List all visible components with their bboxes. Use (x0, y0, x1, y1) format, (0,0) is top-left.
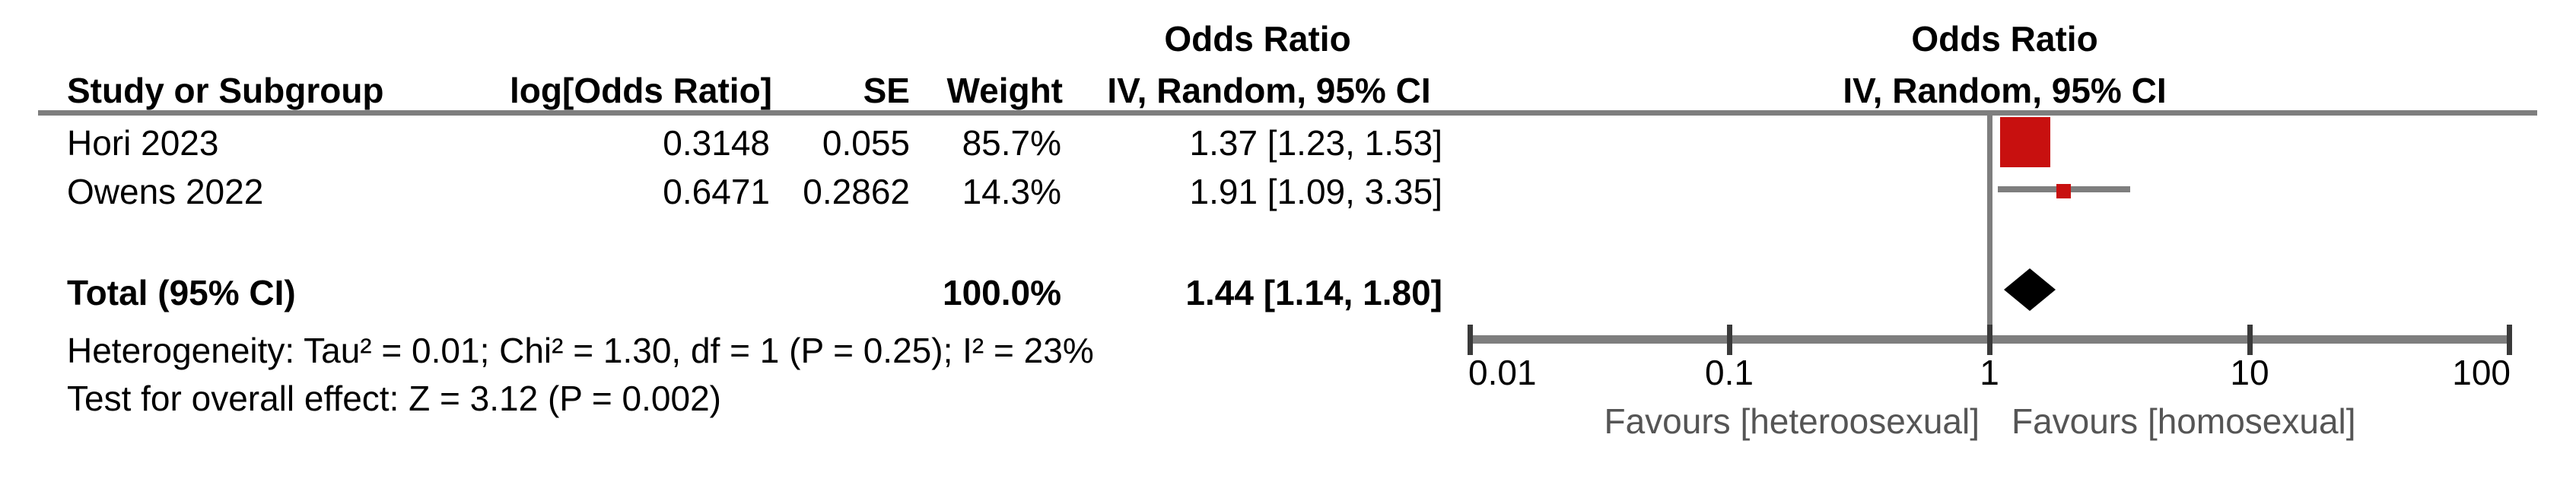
header-underline (38, 110, 2537, 116)
total-estimate-ci-text: 1.44 [1.14, 1.80] (1185, 273, 1442, 312)
total-label: Total (95% CI) (67, 273, 296, 312)
heterogeneity-stats: Heterogeneity: Tau² = 0.01; Chi² = 1.30,… (67, 331, 1094, 370)
axis-tick-label: 0.1 (1705, 353, 1754, 392)
overall-effect-test: Test for overall effect: Z = 3.12 (P = 0… (67, 379, 721, 418)
axis-tick-10 (2247, 325, 2253, 355)
weight-value: 14.3% (962, 172, 1061, 211)
column-header-study: Study or Subgroup (67, 71, 384, 110)
study-name: Hori 2023 (67, 123, 219, 163)
column-header-weight: Weight (946, 71, 1063, 110)
axis-tick-label: 1 (1980, 353, 1999, 392)
axis-tick-label: 0.01 (1468, 353, 1537, 392)
total-weight: 100.0% (942, 273, 1061, 312)
summary-diamond (2004, 268, 2056, 311)
log-odds-ratio-value: 0.3148 (663, 123, 770, 163)
favours-right-label: Favours [homosexual] (2012, 401, 2356, 441)
weight-value: 85.7% (962, 123, 1061, 163)
axis-tick-label: 100 (2452, 353, 2511, 392)
column-header-ci-plot: IV, Random, 95% CI (1843, 71, 2167, 110)
axis-tick-0-1 (1727, 325, 1732, 355)
study-weight-square-owens-2022 (2056, 184, 2071, 198)
study-name: Owens 2022 (67, 172, 264, 211)
effect-title-plot-column: Odds Ratio (1911, 19, 2098, 59)
effect-title-text-column: Odds Ratio (1164, 19, 1351, 59)
axis-tick-100 (2507, 325, 2512, 355)
estimate-ci-text: 1.37 [1.23, 1.53] (1189, 123, 1443, 163)
null-effect-line (1987, 114, 1992, 344)
axis-tick-0-01 (1468, 325, 1473, 355)
se-value: 0.2862 (803, 172, 910, 211)
column-header-log-odds-ratio: log[Odds Ratio] (510, 71, 772, 110)
axis-tick-label: 10 (2230, 353, 2269, 392)
log-odds-ratio-value: 0.6471 (663, 172, 770, 211)
column-header-ci-text: IV, Random, 95% CI (1107, 71, 1431, 110)
favours-left-label: Favours [heteroosexual] (1604, 401, 1980, 441)
axis-tick-1 (1987, 325, 1992, 355)
study-weight-square-hori-2023 (2000, 117, 2050, 167)
estimate-ci-text: 1.91 [1.09, 3.35] (1189, 172, 1443, 211)
se-value: 0.055 (822, 123, 910, 163)
column-header-se: SE (863, 71, 910, 110)
